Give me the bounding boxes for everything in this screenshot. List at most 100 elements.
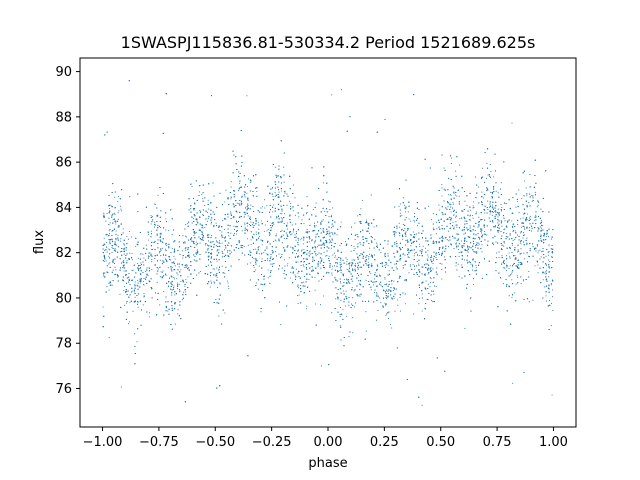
data-point: [518, 189, 520, 191]
data-point: [487, 208, 489, 210]
data-point: [357, 280, 359, 282]
data-point: [317, 273, 320, 275]
data-point: [315, 202, 317, 204]
data-point: [436, 228, 438, 230]
data-point: [263, 199, 266, 201]
data-point: [447, 194, 449, 196]
data-point: [552, 309, 554, 312]
data-point: [384, 254, 386, 256]
data-point: [108, 217, 110, 219]
data-point: [322, 219, 324, 221]
data-point: [370, 194, 372, 196]
data-point: [290, 205, 292, 207]
data-point: [151, 269, 153, 271]
data-point: [187, 265, 189, 267]
data-point: [191, 186, 193, 188]
data-point: [528, 202, 530, 204]
data-point: [475, 246, 477, 248]
data-point: [541, 251, 543, 253]
data-point: [520, 218, 522, 220]
data-point: [333, 265, 335, 267]
data-point: [252, 206, 254, 208]
data-point: [281, 242, 283, 244]
data-point: [492, 211, 494, 213]
data-point: [301, 250, 303, 252]
data-point: [526, 242, 528, 244]
data-point: [528, 301, 530, 303]
data-point: [288, 257, 290, 259]
data-point: [159, 304, 161, 306]
data-point: [233, 232, 236, 234]
data-point: [469, 214, 472, 216]
data-point: [258, 235, 260, 237]
data-point: [506, 266, 508, 268]
data-point: [195, 241, 197, 243]
data-point: [137, 282, 139, 284]
data-point: [258, 228, 260, 230]
data-point: [289, 200, 291, 202]
data-point: [159, 252, 161, 254]
data-point: [153, 226, 156, 228]
data-point: [125, 270, 128, 272]
data-point: [511, 220, 513, 222]
data-point: [179, 288, 181, 291]
data-point: [540, 208, 542, 210]
data-point: [177, 274, 179, 276]
data-point: [290, 203, 292, 205]
data-point: [161, 271, 163, 273]
data-point: [123, 285, 125, 288]
data-point: [471, 266, 473, 268]
data-point: [473, 201, 475, 203]
data-point: [463, 233, 465, 235]
data-point: [319, 304, 322, 306]
data-point: [458, 201, 460, 203]
data-point: [405, 217, 407, 219]
data-point: [418, 263, 420, 265]
data-point: [476, 242, 478, 244]
data-point: [381, 263, 383, 265]
data-point: [122, 228, 124, 230]
data-point: [532, 299, 534, 301]
data-point: [354, 306, 356, 308]
data-point: [308, 231, 311, 233]
data-point: [421, 310, 423, 312]
data-point: [343, 278, 345, 280]
data-point: [256, 190, 258, 193]
data-point: [181, 250, 183, 252]
data-point: [277, 189, 280, 191]
data-point: [490, 171, 492, 173]
data-point: [123, 253, 125, 255]
data-point: [223, 249, 226, 251]
data-point: [267, 269, 269, 271]
data-point: [106, 265, 108, 267]
data-point: [354, 222, 356, 224]
data-point: [328, 255, 330, 257]
data-point: [247, 200, 249, 202]
data-point: [413, 231, 415, 233]
data-point: [552, 296, 554, 298]
data-point: [250, 181, 252, 183]
data-point: [131, 259, 134, 261]
data-point: [467, 251, 469, 253]
data-point: [137, 211, 139, 213]
data-point: [520, 243, 522, 245]
data-point: [115, 244, 117, 247]
data-point: [515, 206, 517, 208]
data-point: [413, 313, 415, 315]
data-point: [171, 294, 173, 296]
data-point: [520, 252, 522, 254]
data-point: [511, 296, 513, 298]
data-point: [250, 221, 252, 223]
data-point: [292, 207, 294, 209]
data-point: [286, 265, 288, 267]
data-point: [475, 245, 477, 247]
data-point: [131, 290, 133, 292]
data-point: [528, 227, 531, 229]
data-point: [404, 303, 406, 305]
data-point: [472, 205, 474, 207]
data-point: [511, 279, 513, 281]
data-point: [331, 94, 333, 96]
data-point: [272, 263, 274, 265]
data-point: [102, 216, 105, 218]
data-point: [160, 255, 162, 257]
